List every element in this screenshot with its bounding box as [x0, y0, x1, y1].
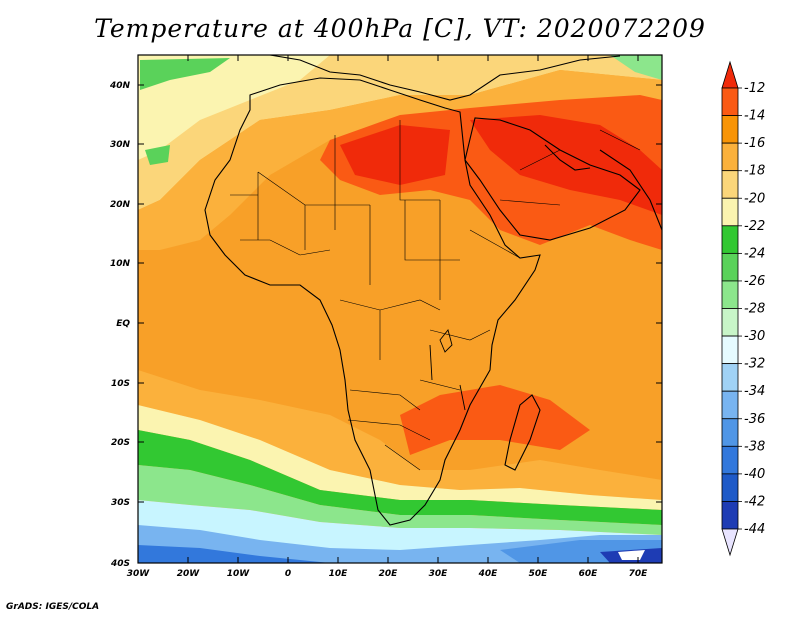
colorbar-label: -36: [744, 412, 765, 427]
colorbar-label: -12: [744, 81, 765, 96]
light-green-belt: [138, 465, 662, 535]
colorbar-label: -28: [744, 302, 765, 317]
europe-coastline: [269, 55, 621, 101]
persian-gulf: [544, 144, 591, 171]
north-mid-band: [138, 70, 662, 250]
lon-label: 0: [285, 569, 291, 579]
lakes: [429, 329, 466, 411]
colorbar-swatch: [721, 363, 739, 392]
colorbar-swatch: [721, 445, 739, 475]
arabia-coastline: [464, 117, 641, 241]
india-coastline: [599, 149, 662, 231]
northeast-green: [610, 55, 662, 80]
colorbar-swatch: [721, 115, 739, 144]
lat-label: 30S: [111, 498, 130, 508]
green-belt: [138, 430, 662, 525]
atlantic-green-spot: [145, 145, 170, 165]
lat-label: 20S: [111, 438, 130, 448]
lat-label: 10N: [110, 259, 131, 269]
colorbar-swatch: [721, 225, 739, 254]
hot-south-streak: [400, 385, 590, 455]
colorbar-label: -40: [744, 467, 765, 482]
lon-label: 30W: [127, 569, 151, 579]
northwest-pale: [138, 55, 330, 160]
south-pale-band: [138, 405, 662, 510]
north-cool-band: [138, 55, 662, 210]
colorbar-swatch: [721, 418, 739, 447]
colorbar-swatch: [721, 280, 739, 309]
lon-label: 30E: [429, 569, 449, 579]
colorbar-top-triangle: [721, 60, 739, 89]
colorbar-label: -20: [744, 191, 765, 206]
temperature-field: [138, 55, 662, 563]
lat-label: 40N: [109, 81, 131, 91]
colorbar-swatch: [721, 142, 739, 172]
colorbar-swatch: [721, 308, 739, 337]
lon-label: 70E: [629, 569, 649, 579]
lat-label: 40S: [110, 559, 130, 569]
axis-ticks: [137, 55, 662, 564]
madagascar: [504, 394, 541, 471]
colorbar-label: -26: [744, 274, 765, 289]
lon-label: 20E: [379, 569, 399, 579]
longitude-labels: 30W 20W 10W 0 10E 20E 30E 40E 50E 60E 70…: [127, 569, 648, 579]
colorbar-swatch: [721, 197, 739, 227]
coastlines: [204, 55, 662, 526]
north-green-patch: [140, 58, 230, 90]
latitude-labels: 40N 30N 20N 10N EQ 10S 20S 30S 40S: [109, 81, 131, 569]
lon-label: 50E: [529, 569, 549, 579]
colorbar: -12 -14 -16 -18 -20 -22 -24 -26 -28 -30 -32 -34 -36 -…: [721, 60, 765, 557]
colorbar-label: -14: [744, 109, 765, 124]
colorbar-label: -38: [744, 439, 765, 454]
south-mid-band: [138, 370, 662, 500]
colorbar-label: -18: [744, 164, 765, 179]
colorbar-label: -22: [744, 219, 765, 234]
lon-label: 60E: [579, 569, 599, 579]
lon-label: 40E: [478, 569, 499, 579]
map-frame: [137, 54, 663, 564]
lon-label: 10E: [329, 569, 349, 579]
lon-label: 20W: [177, 569, 201, 579]
colorbar-swatch: [721, 501, 739, 530]
lat-label: EQ: [116, 319, 130, 329]
map-title: Temperature at 400hPa [C], VT: 202007220…: [94, 14, 706, 43]
blue-dark-band: [138, 545, 330, 563]
colorbar-label: -30: [744, 329, 765, 344]
colorbar-label: -32: [744, 357, 765, 372]
colorbar-swatch: [721, 335, 739, 365]
lon-label: 10W: [227, 569, 251, 579]
hottest-core-arabia: [470, 115, 662, 215]
colorbar-label: -16: [744, 136, 765, 151]
footer-credit: GrADS: IGES/COLA: [6, 602, 100, 612]
colorbar-label: -34: [744, 384, 765, 399]
lat-label: 30N: [110, 140, 131, 150]
colorbar-label: -42: [744, 494, 765, 509]
colorbar-swatch: [721, 170, 739, 199]
colorbar-swatch: [721, 87, 739, 116]
colorbar-label: -44: [744, 522, 765, 537]
colorbar-swatch: [721, 390, 739, 420]
hottest-core-africa: [340, 125, 450, 185]
colorbar-swatch: [721, 473, 739, 502]
africa-coastline: [204, 77, 541, 526]
colorbar-label: -24: [744, 246, 765, 261]
lat-label: 20N: [110, 200, 131, 210]
colorbar-swatch: [721, 252, 739, 282]
colorbar-bottom-triangle: [721, 528, 739, 557]
lat-label: 10S: [111, 379, 130, 389]
country-borders: [230, 120, 641, 471]
